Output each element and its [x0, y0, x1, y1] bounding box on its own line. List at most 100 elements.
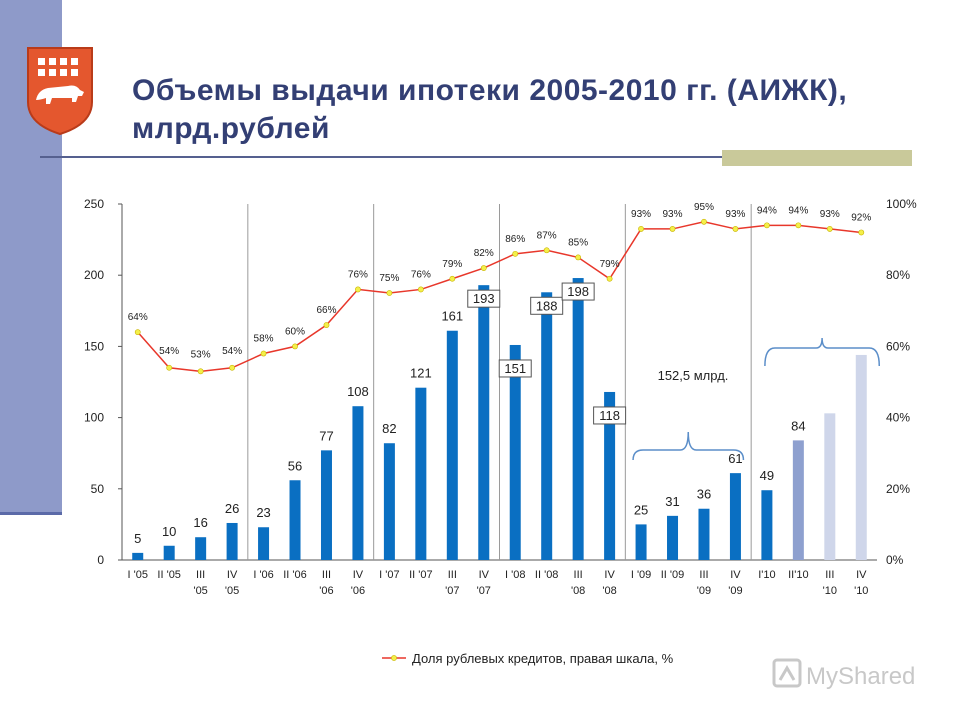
share-point	[701, 218, 707, 225]
share-label: 79%	[442, 259, 462, 270]
x-tick-label: I'10	[758, 569, 775, 581]
bar-value-label: 188	[536, 298, 558, 313]
bar	[604, 391, 616, 560]
share-label: 75%	[379, 273, 399, 284]
bar	[509, 344, 521, 560]
share-label: 93%	[725, 209, 745, 220]
bar-value-label: 151	[504, 361, 526, 376]
x-tick-label-line2: '09	[697, 585, 711, 597]
bar	[824, 413, 836, 560]
share-point	[386, 290, 393, 296]
legend-label: Доля рублевых кредитов, правая шкала, %	[412, 651, 674, 666]
share-point	[575, 254, 582, 261]
share-label: 94%	[757, 205, 777, 216]
share-point	[292, 343, 298, 350]
watermark-text: MyShared	[806, 663, 915, 690]
x-tick-label-line2: '07	[445, 585, 459, 597]
bar	[446, 330, 458, 560]
x-tick-label: IV	[856, 569, 867, 581]
x-tick-label: IV	[353, 569, 364, 581]
bar-value-box	[561, 282, 595, 301]
x-tick-label-line2: '05	[193, 585, 207, 597]
share-point	[134, 329, 141, 336]
bar	[698, 508, 710, 560]
y-right-tick-label: 40%	[886, 411, 910, 425]
bar	[352, 406, 364, 560]
x-tick-label: IV	[479, 569, 490, 581]
share-label: 54%	[159, 346, 179, 357]
bar	[541, 292, 553, 560]
title-accent-bar	[722, 150, 912, 166]
share-label: 93%	[820, 209, 840, 220]
watermark-icon	[772, 658, 802, 688]
x-tick-label-line2: '10	[854, 585, 868, 597]
bar-value-label: 121	[410, 366, 432, 381]
y-left-tick-label: 150	[84, 339, 104, 353]
annotation-total-2009: 152,5 млрд.	[658, 368, 729, 383]
share-label: 92%	[851, 212, 871, 223]
share-point	[606, 275, 613, 282]
share-line	[137, 221, 862, 373]
bar	[383, 443, 395, 560]
y-right-tick-label: 60%	[886, 339, 910, 353]
share-label: 53%	[191, 349, 211, 360]
share-point	[763, 222, 770, 229]
bar-value-label: 49	[760, 468, 774, 483]
x-tick-label-line2: '05	[225, 585, 239, 597]
share-point	[795, 222, 802, 229]
share-label: 66%	[316, 305, 336, 316]
x-tick-label: I '08	[505, 569, 525, 581]
bar-value-label: 23	[256, 505, 270, 520]
brace-2010	[764, 337, 881, 367]
x-tick-label: I '09	[631, 569, 651, 581]
share-label: 94%	[788, 205, 808, 216]
bar	[415, 387, 427, 560]
share-point	[638, 226, 644, 232]
x-tick-label: I '06	[253, 569, 273, 581]
share-point	[449, 275, 456, 282]
x-tick-label: II '07	[409, 569, 433, 581]
brace-2009	[632, 431, 745, 461]
y-right-tick-label: 80%	[886, 268, 910, 282]
bar-value-label: 118	[599, 408, 620, 423]
share-point	[543, 247, 550, 254]
bar-value-label: 161	[441, 309, 463, 324]
x-tick-label: III	[825, 569, 834, 581]
bar-value-label: 25	[634, 502, 648, 517]
bar-value-label: 193	[473, 291, 495, 306]
bar-value-box	[593, 406, 627, 425]
share-label: 54%	[222, 346, 242, 357]
y-right-tick-label: 20%	[886, 482, 910, 496]
x-tick-label: I '07	[379, 569, 399, 581]
share-label: 87%	[537, 230, 557, 241]
x-tick-label-line2: '06	[319, 585, 333, 597]
share-point	[858, 229, 865, 236]
x-tick-label: III	[574, 569, 583, 581]
share-point	[323, 322, 330, 328]
sidebar-edge	[0, 512, 62, 515]
bar-value-label: 16	[193, 515, 207, 530]
x-tick-label: III	[322, 569, 331, 581]
share-label: 79%	[600, 259, 620, 270]
coat-of-arms-logo	[27, 47, 93, 136]
y-left-tick-label: 0	[97, 553, 104, 567]
share-label: 93%	[663, 209, 683, 220]
share-point	[355, 286, 361, 293]
share-label: 58%	[254, 334, 274, 345]
share-label: 85%	[568, 237, 588, 248]
bar	[572, 278, 584, 560]
share-point	[166, 364, 173, 371]
slide-title: Объемы выдачи ипотеки 2005-2010 гг. (АИЖ…	[132, 74, 848, 145]
share-point	[512, 250, 519, 257]
x-tick-label: IV	[227, 569, 238, 581]
share-label: 82%	[474, 248, 494, 259]
title-underline	[40, 156, 912, 158]
bar-value-label: 198	[567, 284, 589, 299]
share-label: 76%	[411, 269, 431, 280]
bar	[855, 354, 867, 560]
bar-value-label: 108	[347, 384, 369, 399]
bar	[729, 473, 741, 560]
bar	[478, 285, 490, 560]
bar	[792, 440, 804, 560]
